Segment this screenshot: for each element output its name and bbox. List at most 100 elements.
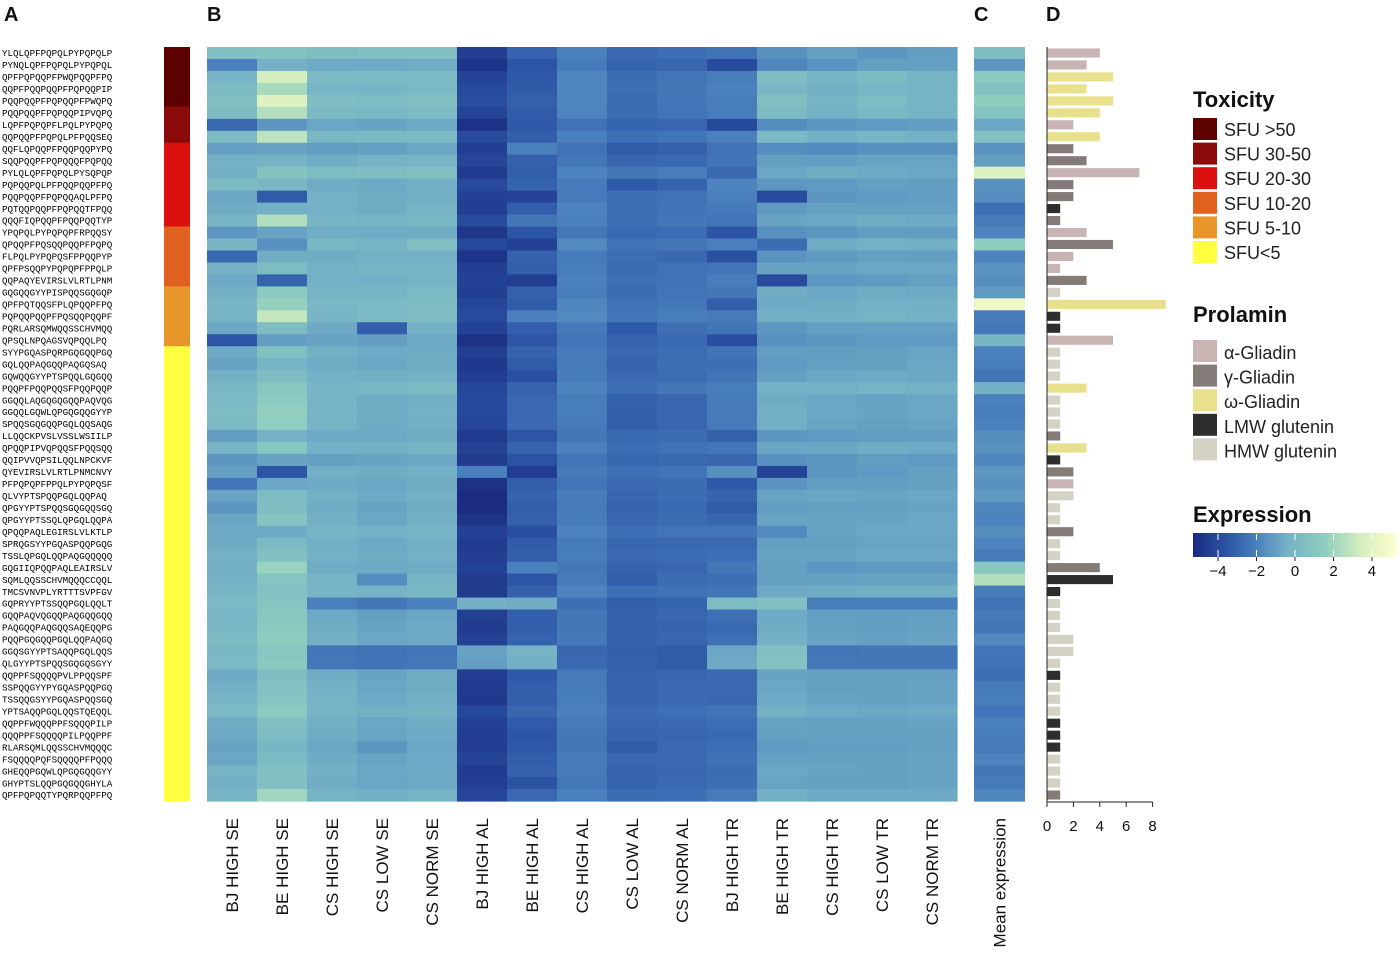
heatmap-cell — [907, 418, 958, 431]
prolamin-bar — [1047, 215, 1061, 226]
heatmap-cell — [307, 202, 358, 216]
heatmap-cell — [657, 621, 708, 635]
heatmap-cell — [657, 130, 708, 144]
heatmap-cell — [707, 669, 758, 682]
heatmap-cell — [807, 250, 858, 264]
d-tick-label: 4 — [1096, 818, 1104, 835]
heatmap-cell — [457, 226, 508, 240]
heatmap-cell — [907, 609, 958, 623]
heatmap-cell — [257, 549, 308, 563]
peptide-label: RLARSQMLQQSSCHVMQQQC — [2, 742, 113, 753]
heatmap-cell — [407, 669, 458, 682]
heatmap-cell — [807, 70, 858, 84]
heatmap-cell — [357, 465, 408, 479]
heatmap-cell — [357, 741, 408, 754]
heatmap-cell — [857, 142, 908, 156]
heatmap-cell — [707, 705, 758, 718]
heatmap-cell — [857, 525, 908, 539]
heatmap-cell — [257, 573, 308, 587]
heatmap-cell — [207, 142, 258, 156]
heatmap-cell — [757, 537, 808, 551]
heatmap-cell — [807, 621, 858, 635]
heatmap-cell — [707, 334, 758, 347]
heatmap-cell — [507, 597, 558, 611]
heatmap-cell — [207, 166, 258, 180]
heatmap-cell — [307, 274, 358, 287]
heatmap-cell — [357, 681, 408, 694]
heatmap-cell — [357, 669, 408, 682]
heatmap-cell — [757, 441, 808, 455]
heatmap-cell — [607, 118, 658, 132]
heatmap-cell — [557, 429, 608, 443]
heatmap-cell — [657, 166, 708, 180]
heatmap-cell — [357, 549, 408, 563]
heatmap-cell — [557, 705, 608, 718]
heatmap-cell — [307, 394, 358, 407]
heatmap-cell — [907, 765, 958, 778]
heatmap-cell — [257, 681, 308, 694]
heatmap-cell — [557, 238, 608, 252]
toxicity-cell — [164, 537, 190, 551]
heatmap-cell — [607, 573, 658, 587]
heatmap-cell — [907, 501, 958, 515]
heatmap-cell — [857, 753, 908, 766]
heatmap-cell — [307, 370, 358, 383]
heatmap-cell — [757, 106, 808, 120]
heatmap-cell — [857, 382, 908, 395]
toxicity-legend-label: SFU >50 — [1224, 120, 1296, 140]
peptide-label: SSPQQGYYPYGQASPQQPGQ — [2, 683, 113, 694]
heatmap-cell — [257, 118, 308, 132]
prolamin-bar-axis: 0 2 4 6 8 — [1043, 47, 1157, 835]
mean-expression-cell — [974, 633, 1025, 647]
heatmap-cell — [407, 298, 458, 311]
heatmap-cell — [857, 178, 908, 192]
heatmap-cell — [507, 418, 558, 431]
heatmap-cell — [657, 202, 708, 216]
mean-expression-cell — [974, 47, 1025, 60]
heatmap-cell — [857, 681, 908, 694]
heatmap-cell — [257, 190, 308, 204]
heatmap-cell — [457, 178, 508, 192]
heatmap-cell — [407, 202, 458, 216]
heatmap-cell — [857, 406, 908, 419]
mean-expression-cell — [974, 753, 1025, 766]
heatmap-cell — [557, 58, 608, 72]
mean-expression-cell — [974, 94, 1025, 108]
heatmap-cell — [757, 573, 808, 587]
heatmap-cell — [257, 286, 308, 299]
expression-legend-title: Expression — [1193, 502, 1312, 527]
heatmap-cell — [857, 465, 908, 479]
heatmap-cell — [407, 346, 458, 359]
heatmap-cell — [557, 322, 608, 335]
heatmap-cell — [257, 597, 308, 611]
heatmap-cell — [807, 178, 858, 192]
prolamin-legend-title: Prolamin — [1193, 302, 1287, 327]
heatmap-cell — [757, 202, 808, 216]
prolamin-bar — [1047, 108, 1100, 118]
peptide-label: PAQGQQPAQGQQSAQEQQPG — [2, 623, 112, 634]
heatmap-cell — [657, 573, 708, 587]
heatmap-cell — [807, 609, 858, 623]
heatmap-cell — [407, 609, 458, 623]
heatmap-cell — [757, 262, 808, 275]
prolamin-bar — [1047, 563, 1100, 573]
heatmap-cell — [707, 298, 758, 311]
heatmap-cell — [807, 453, 858, 467]
heatmap-cell — [307, 58, 358, 72]
heatmap-cell — [407, 549, 458, 563]
heatmap-cell — [207, 657, 258, 670]
heatmap-cell — [607, 358, 658, 371]
heatmap-cell — [357, 82, 408, 96]
heatmap-cell — [307, 286, 358, 299]
heatmap-cell — [607, 513, 658, 527]
heatmap-cell — [307, 118, 358, 132]
heatmap-cell — [907, 621, 958, 635]
toxicity-cell — [164, 669, 190, 682]
heatmap-cell — [857, 166, 908, 180]
heatmap-cell — [707, 286, 758, 299]
heatmap-cell — [807, 477, 858, 491]
peptide-label: PYNQLQPFPQPQLPYPQPQL — [2, 60, 112, 71]
heatmap-cell — [857, 418, 908, 431]
toxicity-legend-swatch — [1193, 167, 1217, 190]
heatmap-cell — [857, 741, 908, 754]
